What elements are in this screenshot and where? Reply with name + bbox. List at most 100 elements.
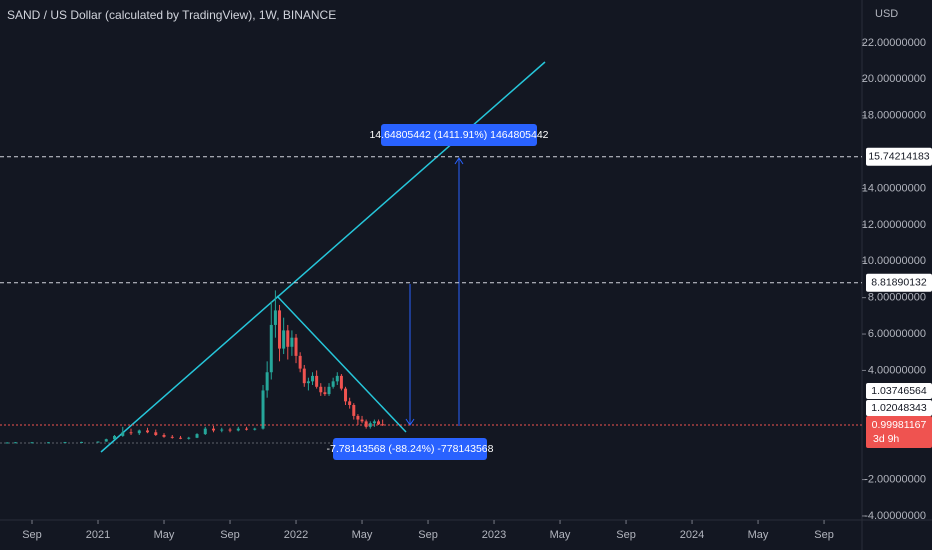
price-label: 15.74214183 xyxy=(868,151,929,163)
candle-body xyxy=(282,330,286,349)
chart-title: SAND / US Dollar (calculated by TradingV… xyxy=(7,8,336,22)
candle-body xyxy=(129,432,133,434)
y-tick-label: 20.00000000 xyxy=(862,73,926,85)
candle-body xyxy=(364,421,368,427)
candle-body xyxy=(319,386,323,393)
candle-body xyxy=(368,423,372,427)
candle-body xyxy=(80,441,84,443)
currency-label: USD xyxy=(875,8,898,20)
x-tick-label: May xyxy=(748,529,769,541)
candle-body xyxy=(323,392,327,395)
candle-body xyxy=(344,388,348,402)
candle-body xyxy=(162,435,166,437)
candle-body xyxy=(179,437,183,439)
price-label: 1.03746564 xyxy=(871,385,927,397)
candle-body xyxy=(286,330,290,347)
candle-body xyxy=(360,419,364,422)
candle-body xyxy=(327,386,331,395)
annotation-box xyxy=(333,438,487,460)
candle-body xyxy=(96,441,100,443)
candle-body xyxy=(195,434,199,438)
price-label-box xyxy=(866,273,932,292)
last-price-label: 0.99981167 xyxy=(872,419,927,431)
candle-body xyxy=(187,437,191,439)
candle-body xyxy=(377,421,381,425)
x-tick-label: 2022 xyxy=(284,529,308,541)
y-tick-label: 10.00000000 xyxy=(862,255,926,267)
y-tick-label: 12.00000000 xyxy=(862,219,926,231)
candle-body xyxy=(278,310,282,349)
candle-body xyxy=(339,375,343,389)
candle-body xyxy=(335,375,339,382)
price-label: 1.02048343 xyxy=(871,402,927,414)
candle-body xyxy=(30,442,34,444)
annotation: 14.64805442 (1411.91%) 1464805442 xyxy=(369,129,548,141)
y-tick-label: 18.00000000 xyxy=(862,110,926,122)
annotation: -7.78143568 (-88.24%) -778143568 xyxy=(327,443,494,455)
candle-body xyxy=(121,432,125,436)
candle-body xyxy=(294,337,298,356)
candle-body xyxy=(290,337,294,347)
candle-body xyxy=(261,390,265,429)
candle-body xyxy=(146,430,150,433)
price-label: 8.81890132 xyxy=(871,277,927,289)
candle-body xyxy=(228,429,232,431)
candle-body xyxy=(14,442,18,444)
x-tick-label: May xyxy=(550,529,571,541)
candle-body xyxy=(331,381,335,387)
candle-body xyxy=(137,430,141,434)
candle-body xyxy=(170,436,174,438)
annotation-box xyxy=(381,124,537,146)
candle-body xyxy=(356,415,360,420)
candle-body xyxy=(372,421,376,424)
x-tick-label: Sep xyxy=(22,529,42,541)
candle-body xyxy=(273,310,277,325)
candle-body xyxy=(352,404,356,416)
x-tick-label: Sep xyxy=(616,529,636,541)
candle-body xyxy=(212,428,216,431)
candle-body xyxy=(245,428,249,430)
y-tick-label: 22.00000000 xyxy=(862,37,926,49)
candle-body xyxy=(269,324,273,373)
candle-body xyxy=(265,372,269,391)
candle-body xyxy=(220,429,224,431)
candle-body xyxy=(315,375,319,387)
x-tick-label: 2024 xyxy=(680,529,704,541)
candle-body xyxy=(47,442,51,444)
x-tick-label: Sep xyxy=(814,529,834,541)
candle-body xyxy=(113,435,117,440)
candle-body xyxy=(63,442,67,444)
candle-body xyxy=(311,375,315,382)
price-label-box xyxy=(866,400,932,416)
candle-body xyxy=(203,428,207,435)
candle-body xyxy=(298,355,302,369)
y-tick-label: 4.00000000 xyxy=(868,364,926,376)
price-label-box xyxy=(866,383,932,399)
candle-body xyxy=(348,401,352,405)
x-tick-label: May xyxy=(154,529,175,541)
last-price-box xyxy=(866,416,932,449)
y-tick-label: -4.00000000 xyxy=(864,510,926,522)
x-tick-label: Sep xyxy=(220,529,240,541)
y-tick-label: -2.00000000 xyxy=(864,473,926,485)
x-tick-label: 2023 xyxy=(482,529,506,541)
candle-body xyxy=(302,368,306,384)
y-tick-label: 8.00000000 xyxy=(868,292,926,304)
countdown: 3d 9h xyxy=(873,433,899,445)
candle-body xyxy=(253,428,257,430)
y-tick-label: 14.00000000 xyxy=(862,182,926,194)
candle-body xyxy=(104,439,108,442)
candle-body xyxy=(306,381,310,384)
x-tick-label: Sep xyxy=(418,529,438,541)
candle-body xyxy=(5,442,9,444)
x-tick-label: May xyxy=(352,529,373,541)
candle-body xyxy=(381,424,385,426)
trend-line xyxy=(276,295,407,433)
candle-body xyxy=(236,428,240,431)
price-label-box xyxy=(866,147,932,166)
arrow-head xyxy=(405,418,415,426)
arrow-head xyxy=(454,157,464,165)
candle-body xyxy=(154,432,158,436)
